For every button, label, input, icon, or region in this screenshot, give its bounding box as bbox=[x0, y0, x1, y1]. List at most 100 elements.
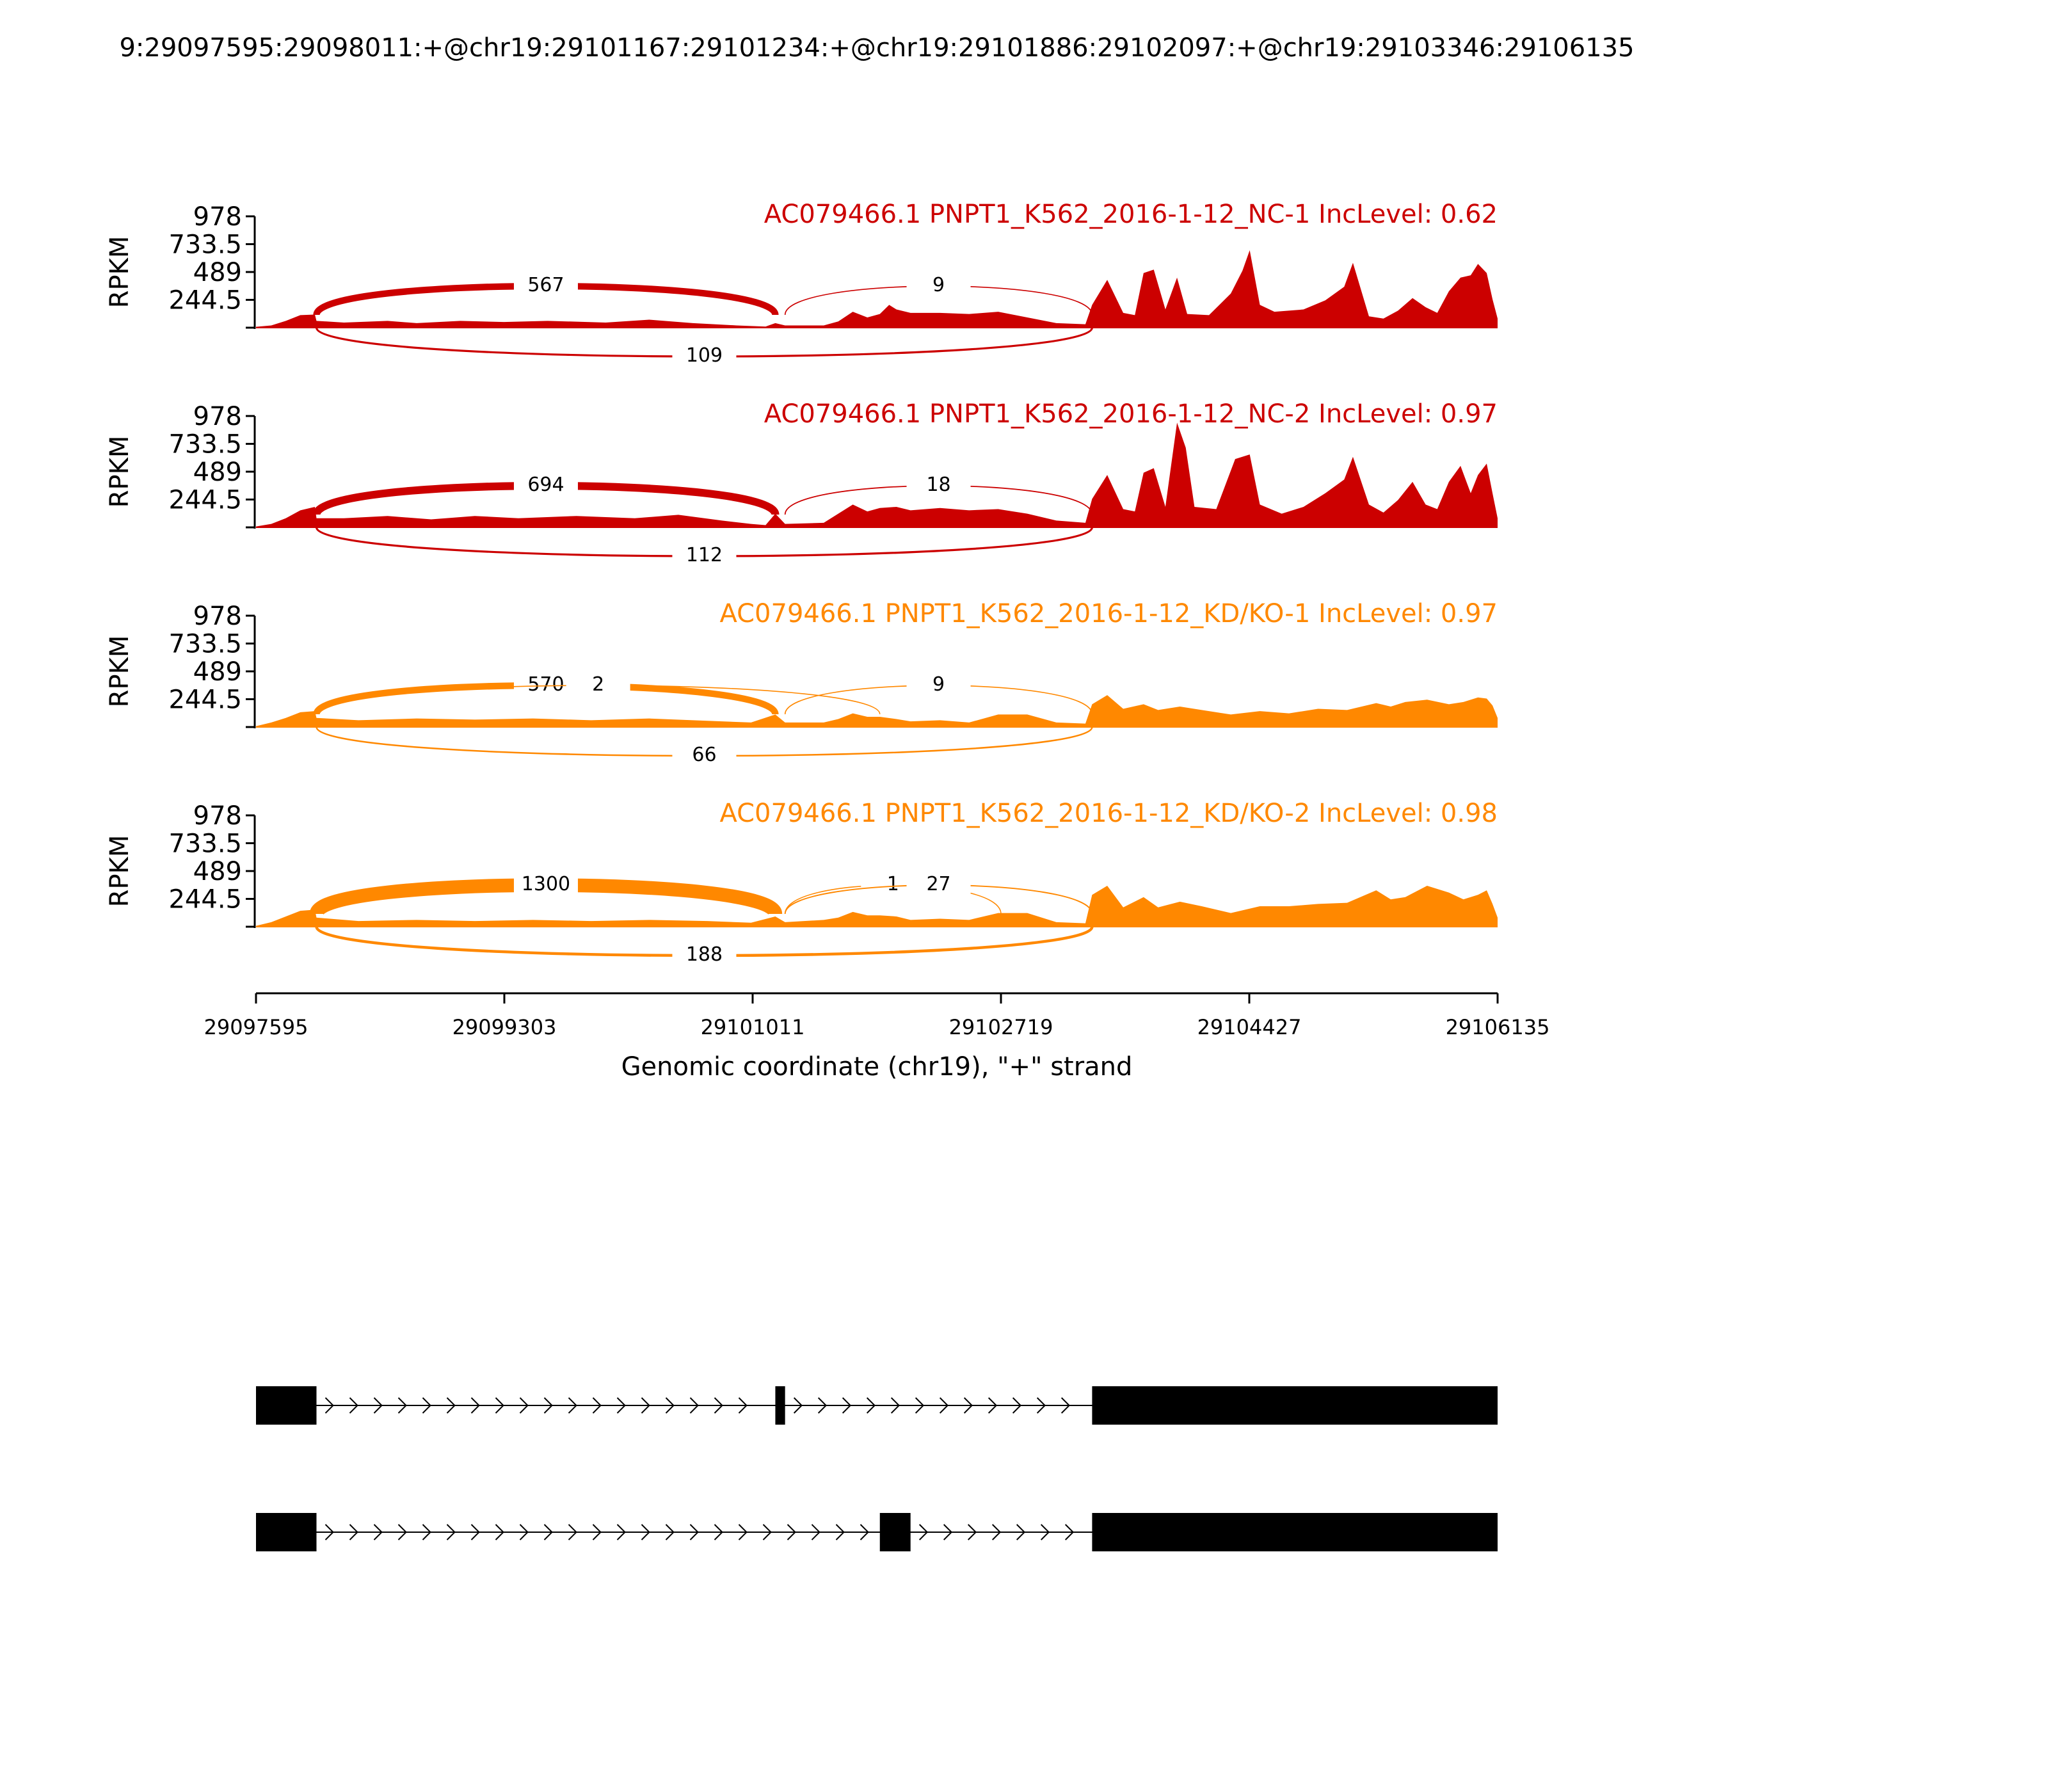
y-tick-label: 978 bbox=[193, 202, 242, 232]
strand-arrow bbox=[373, 1524, 383, 1540]
strand-arrow bbox=[811, 1524, 820, 1540]
y-tick-label: 244.5 bbox=[168, 486, 242, 515]
strand-arrow bbox=[738, 1524, 748, 1540]
y-axis-label: RPKM bbox=[105, 236, 134, 308]
strand-arrow bbox=[1016, 1524, 1026, 1540]
y-tick-label: 244.5 bbox=[168, 685, 242, 715]
junction-count-label: 66 bbox=[692, 744, 716, 766]
strand-arrow bbox=[641, 1397, 650, 1414]
y-tick-label: 733.5 bbox=[168, 630, 242, 659]
strand-arrow bbox=[349, 1524, 358, 1540]
y-tick-label: 978 bbox=[193, 602, 242, 631]
x-tick-label: 29104427 bbox=[1197, 1015, 1302, 1039]
transcript bbox=[256, 1513, 1498, 1551]
strand-arrow bbox=[616, 1397, 626, 1414]
coverage-area bbox=[256, 885, 1498, 927]
junction-label-bg bbox=[513, 870, 578, 895]
chart-title: 9:29097595:29098011:+@chr19:29101167:291… bbox=[119, 33, 1634, 63]
strand-arrow bbox=[991, 1524, 1002, 1540]
y-tick-label: 733.5 bbox=[168, 430, 242, 460]
transcript-models bbox=[256, 1386, 1498, 1551]
junction-label-bg bbox=[672, 940, 737, 966]
strand-arrow bbox=[963, 1397, 973, 1414]
strand-arrow bbox=[689, 1397, 699, 1414]
junction-label-bg bbox=[672, 541, 737, 566]
junction-count-label: 18 bbox=[926, 474, 950, 496]
strand-arrow bbox=[641, 1524, 650, 1540]
exon-block bbox=[1092, 1513, 1498, 1551]
strand-arrow bbox=[397, 1524, 407, 1540]
strand-arrow bbox=[543, 1524, 553, 1540]
junction-count-label: 1300 bbox=[522, 873, 570, 895]
strand-arrow bbox=[762, 1524, 772, 1540]
junction-count-label: 9 bbox=[932, 673, 945, 696]
strand-arrow bbox=[689, 1524, 699, 1540]
y-tick-label: 978 bbox=[193, 801, 242, 831]
strand-arrow bbox=[1064, 1524, 1075, 1540]
strand-arrow bbox=[943, 1524, 953, 1540]
strand-arrow bbox=[1060, 1397, 1071, 1414]
strand-arrow bbox=[349, 1397, 358, 1414]
strand-arrow bbox=[988, 1397, 998, 1414]
coverage-area bbox=[256, 695, 1498, 727]
x-tick-label: 29097595 bbox=[204, 1015, 308, 1039]
panel-title: AC079466.1 PNPT1_K562_2016-1-12_KD/KO-2 … bbox=[719, 799, 1498, 828]
strand-arrow bbox=[890, 1397, 900, 1414]
coverage-area bbox=[256, 250, 1498, 328]
junction-label-bg bbox=[672, 740, 737, 766]
strand-arrow bbox=[793, 1397, 803, 1414]
x-tick-label: 29101011 bbox=[701, 1015, 805, 1039]
panel-title: AC079466.1 PNPT1_K562_2016-1-12_KD/KO-1 … bbox=[719, 599, 1498, 628]
y-tick-label: 244.5 bbox=[168, 885, 242, 915]
exon-block bbox=[879, 1513, 911, 1551]
junction-count-label: 9 bbox=[932, 274, 945, 296]
strand-arrow bbox=[866, 1397, 876, 1414]
strand-arrow bbox=[1040, 1524, 1050, 1540]
junction-count-label: 27 bbox=[926, 873, 950, 895]
junction-count-label: 694 bbox=[527, 474, 564, 496]
y-axis-label: RPKM bbox=[105, 835, 134, 908]
strand-arrow bbox=[543, 1397, 553, 1414]
strand-arrow bbox=[470, 1524, 480, 1540]
x-tick-label: 29106135 bbox=[1446, 1015, 1550, 1039]
y-tick-label: 978 bbox=[193, 402, 242, 431]
strand-arrow bbox=[738, 1397, 748, 1414]
panel-title: AC079466.1 PNPT1_K562_2016-1-12_NC-2 Inc… bbox=[764, 399, 1498, 429]
transcript bbox=[256, 1386, 1498, 1425]
junction-label-bg bbox=[906, 470, 971, 496]
junction-label-bg bbox=[513, 470, 578, 496]
x-axis: 29097595 29099303 29101011 29102719 29104427… bbox=[204, 992, 1550, 1039]
junction-count-label: 112 bbox=[686, 544, 723, 566]
strand-arrow bbox=[915, 1397, 925, 1414]
strand-arrow bbox=[714, 1397, 723, 1414]
y-tick-label: 489 bbox=[193, 657, 242, 687]
strand-arrow bbox=[817, 1397, 828, 1414]
x-tick-label: 29102719 bbox=[949, 1015, 1053, 1039]
strand-arrow bbox=[568, 1524, 577, 1540]
junction-count-label: 567 bbox=[527, 274, 564, 296]
junction-label-bg bbox=[906, 670, 971, 696]
strand-arrow bbox=[519, 1397, 529, 1414]
junction-count-label: 1 bbox=[887, 873, 899, 895]
junction-count-label: 188 bbox=[686, 943, 723, 966]
y-axis-label: RPKM bbox=[105, 636, 134, 708]
strand-arrow bbox=[1036, 1397, 1046, 1414]
strand-arrow bbox=[495, 1524, 504, 1540]
strand-arrow bbox=[918, 1524, 929, 1540]
junction-label-bg bbox=[672, 341, 737, 367]
panel-title: AC079466.1 PNPT1_K562_2016-1-12_NC-1 Inc… bbox=[764, 200, 1498, 229]
x-tick-label: 29099303 bbox=[452, 1015, 557, 1039]
junction-label-bg bbox=[906, 870, 971, 895]
junction-count-label: 109 bbox=[686, 344, 723, 367]
strand-arrow bbox=[397, 1397, 407, 1414]
strand-arrow bbox=[665, 1397, 675, 1414]
strand-arrow bbox=[939, 1397, 949, 1414]
y-tick-label: 244.5 bbox=[168, 286, 242, 316]
y-tick-label: 733.5 bbox=[168, 829, 242, 859]
exon-block bbox=[1092, 1386, 1498, 1425]
coverage-area bbox=[256, 422, 1498, 527]
